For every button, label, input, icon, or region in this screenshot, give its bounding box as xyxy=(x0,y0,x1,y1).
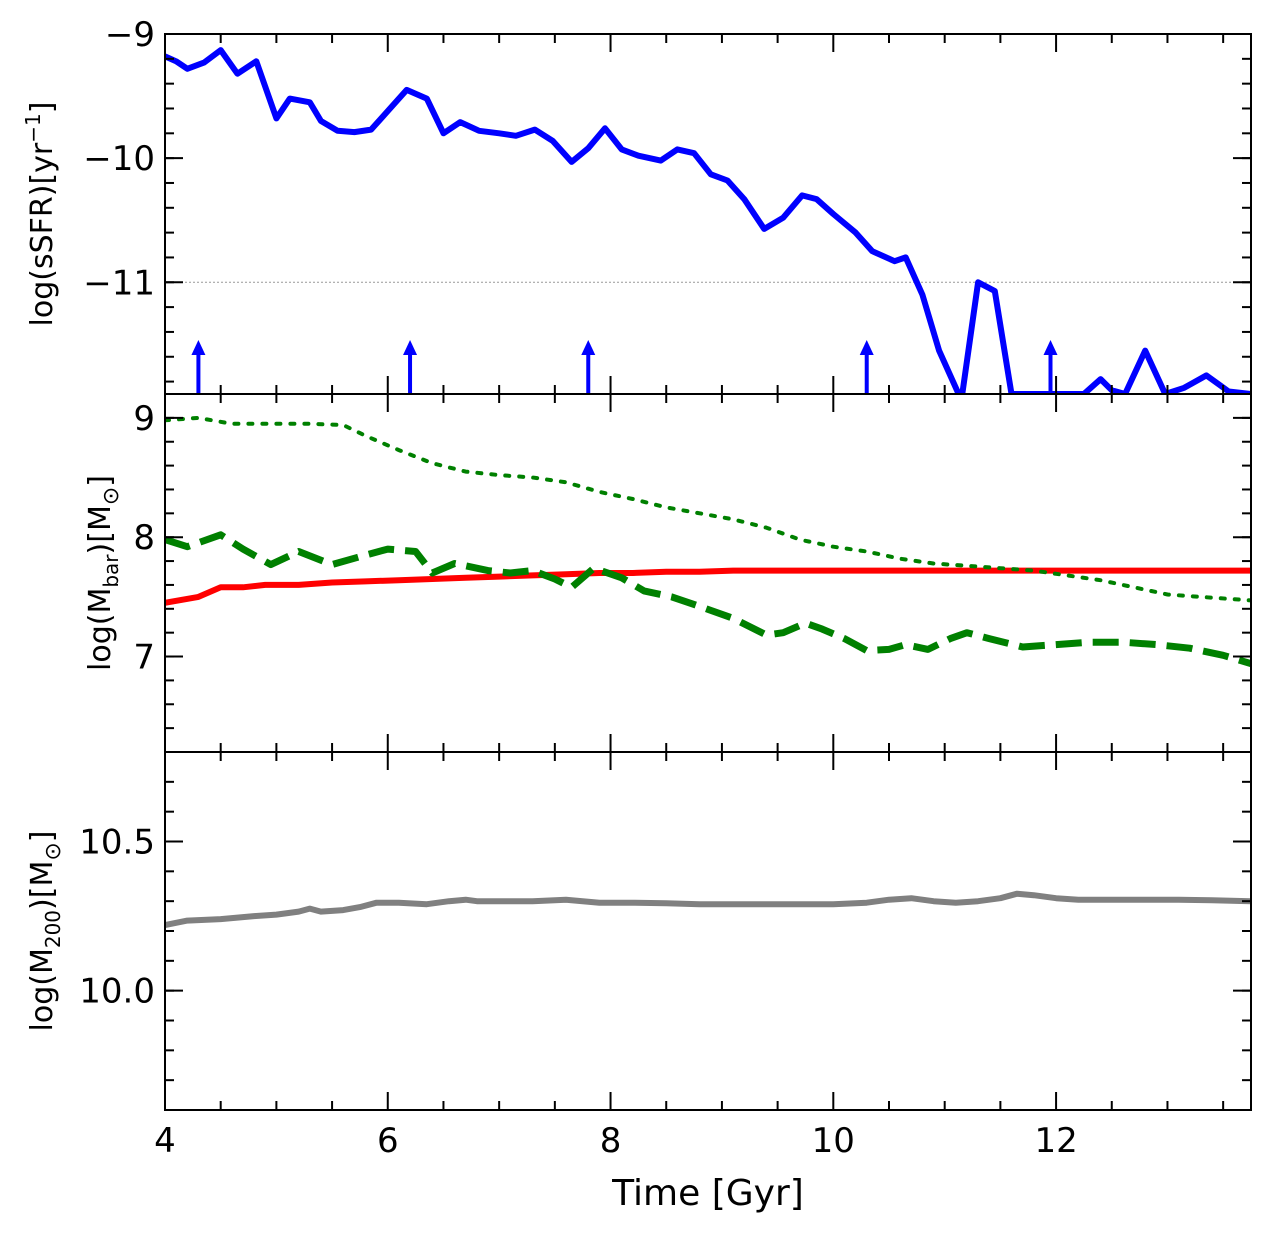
m200-ylabel: log(M200)[M⊙] xyxy=(25,831,66,1032)
x-tick-label: 4 xyxy=(154,1121,176,1161)
y-tick-label: 7 xyxy=(133,638,155,678)
merger-arrow-head xyxy=(581,340,596,355)
merger-arrow-head xyxy=(191,340,206,355)
x-tick-label: 8 xyxy=(600,1121,622,1161)
series-line-M200 xyxy=(165,890,1251,928)
merger-arrow-head xyxy=(1043,340,1058,355)
halo-series-group xyxy=(165,890,1251,928)
x-tick-label: 6 xyxy=(377,1121,399,1161)
x-tick-label: 12 xyxy=(1034,1121,1077,1161)
ssfr-ylabel: log(sSFR)[yr−1] xyxy=(21,102,60,327)
y-tick-label: 10.0 xyxy=(79,972,155,1012)
merger-arrow-head xyxy=(859,340,874,355)
x-tick-labels-group: 4 6 8 10 12 xyxy=(154,1121,1078,1161)
y-tick-label: −11 xyxy=(83,263,155,303)
merger-arrow-head xyxy=(403,340,418,355)
x-tick-label: 10 xyxy=(812,1121,855,1161)
series-line-sSFR xyxy=(165,47,1251,394)
series-line-red-solid xyxy=(165,567,1251,606)
mbar-ylabel: log(Mbar)[M⊙] xyxy=(83,475,124,671)
series-line-green-dashed xyxy=(165,531,1251,668)
baryonic-series-group xyxy=(165,415,1251,668)
y-tick-label: −9 xyxy=(105,15,155,55)
series-line-green-dotted xyxy=(165,415,1251,603)
panel-baryonic-mass: 7 8 9 log(Mbar)[M⊙] xyxy=(83,393,1252,753)
panel-ssfr: −11 −10 −9 log(sSFR)[yr−1] xyxy=(21,15,1252,395)
halo-ticks-group: 10.0 10.5 xyxy=(79,751,1251,1111)
y-tick-label: 10.5 xyxy=(79,823,155,863)
panel-halo-mass: 10.0 10.5 log(M200)[M⊙] 4 6 8 10 12 Time [Gyr… xyxy=(25,751,1252,1214)
panel-halo-frame xyxy=(164,751,1252,1111)
merger-arrows-group xyxy=(191,340,1058,394)
ssfr-series-group xyxy=(165,47,1251,394)
y-tick-label: 8 xyxy=(133,518,155,558)
x-axis-label: Time [Gyr] xyxy=(611,1173,804,1214)
y-tick-label: −10 xyxy=(83,139,155,179)
y-tick-label: 9 xyxy=(133,399,155,439)
